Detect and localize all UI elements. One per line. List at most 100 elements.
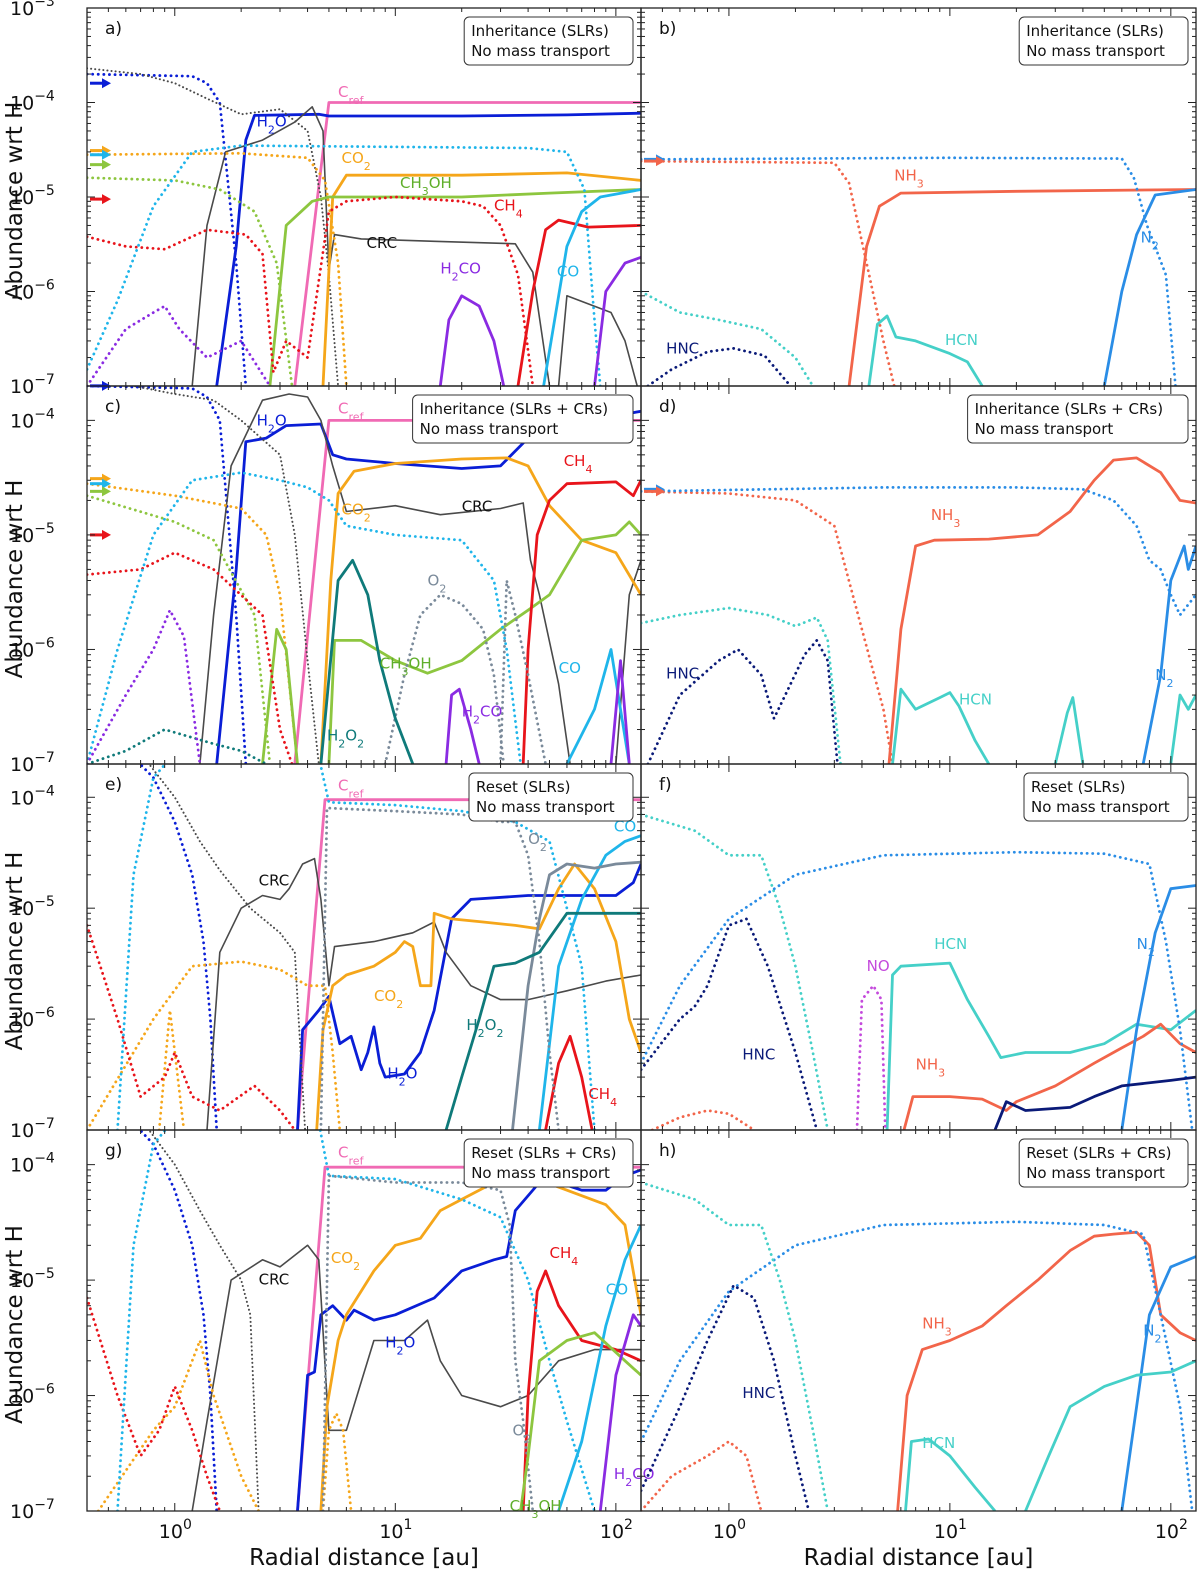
legend-text: No mass transport xyxy=(476,798,615,816)
series-h2o2-solid xyxy=(444,911,641,1130)
arrow-head xyxy=(102,149,111,160)
series-hnc-solid xyxy=(993,1075,1196,1130)
legend-text: Reset (SLRs) xyxy=(1031,778,1126,796)
y-tick-label: 10−7 xyxy=(10,372,55,398)
series-crc-solid xyxy=(206,857,641,1130)
species-label: H2O xyxy=(257,412,287,436)
series-hcn-solid xyxy=(867,314,984,386)
legend-frame xyxy=(967,394,1189,444)
y-tick-label: 10−5 xyxy=(10,1266,55,1292)
series-crc-solid xyxy=(199,393,641,764)
y-tick-label: 10−4 xyxy=(10,1151,55,1177)
y-tick-label: 10−7 xyxy=(10,1116,55,1142)
arrow-head xyxy=(102,529,111,540)
legend-frame xyxy=(412,394,634,444)
species-label: H2CO xyxy=(462,702,503,726)
legend-box: Inheritance (SLRs) No mass transport xyxy=(463,16,634,66)
legend-frame xyxy=(1023,772,1189,822)
series-n2-dotted xyxy=(641,850,1194,1130)
series-o2-dotted xyxy=(383,593,506,764)
series-hnc-dotted xyxy=(641,917,819,1130)
series-co2-dotted xyxy=(87,151,348,386)
series-hcn-solid xyxy=(891,687,991,764)
initial-abundance-arrow xyxy=(644,486,665,497)
series-ch3oh-solid xyxy=(519,1331,641,1511)
y-axis-label: Abundance wrt H xyxy=(2,480,28,679)
series-ch3oh-dotted xyxy=(87,176,294,386)
panel-label: b) xyxy=(659,19,676,39)
legend-frame xyxy=(463,1138,634,1188)
series-ch3oh-solid xyxy=(261,627,299,764)
legend-box: Inheritance (SLRs + CRs) No mass transpor… xyxy=(967,394,1189,444)
species-label: NH3 xyxy=(916,1056,946,1080)
y-tick-label: 10−4 xyxy=(10,406,55,432)
series-h2co-dotted xyxy=(87,608,202,764)
species-label: CO xyxy=(606,1281,628,1299)
species-label: Cref xyxy=(338,1144,365,1168)
y-axis-label: Abundance wrt H xyxy=(2,102,28,301)
panel-label: d) xyxy=(659,397,676,417)
panel-label: h) xyxy=(659,1141,676,1161)
arrow-head xyxy=(102,194,111,205)
series-co2-solid xyxy=(319,456,641,764)
series-crc-dotted xyxy=(147,1130,260,1511)
panel-c: Cref H2O CO2 CRC CH4 O2 CH3OH H2O2 H2CO CO 10−7 10−… xyxy=(2,380,642,776)
series-ch3oh-dotted xyxy=(87,494,272,764)
panel-d: NH3 HCN HNC N2 d) Inheritance (SLRs + CRs) No … xyxy=(640,385,1197,765)
y-tick-label: 10−5 xyxy=(10,183,55,209)
series-ch4-dotted xyxy=(87,924,297,1130)
series-n2-dotted xyxy=(641,156,1177,386)
species-label: NH3 xyxy=(922,1315,952,1339)
species-label: CH3OH xyxy=(380,655,432,679)
species-label: CO2 xyxy=(341,149,370,173)
species-label: CRC xyxy=(259,872,290,890)
series-ch4-solid xyxy=(516,218,641,386)
series-hcn-solid xyxy=(885,961,1196,1130)
series-h2o-dotted xyxy=(87,386,248,764)
species-label: N2 xyxy=(1137,935,1155,959)
panel-a: Cref H2O CO2 CH3OH CH4 CRC CO H2CO 10−7 10−6 10−5 1… xyxy=(2,0,642,398)
series-hcn-solid xyxy=(1169,693,1196,764)
species-label: CH4 xyxy=(588,1085,617,1109)
species-label: CH3OH xyxy=(400,174,452,198)
series-crc-dotted xyxy=(147,764,307,1130)
species-label: CH4 xyxy=(494,196,523,220)
series-hcn-dotted xyxy=(641,290,815,386)
x-tick-label: 100 xyxy=(713,1517,746,1543)
species-label: HCN xyxy=(945,331,978,349)
legend-text: Reset (SLRs + CRs) xyxy=(471,1144,616,1162)
series-co2-solid xyxy=(319,1174,641,1511)
legend-text: Inheritance (SLRs) xyxy=(471,22,609,40)
panel-label: c) xyxy=(105,397,121,417)
series-hnc-dotted xyxy=(646,346,792,386)
series-co-dotted xyxy=(87,471,522,764)
species-label: CRC xyxy=(462,498,493,516)
y-tick-label: 10−6 xyxy=(10,278,55,304)
series-nh3-solid xyxy=(847,188,1196,386)
species-label: CH4 xyxy=(564,452,593,476)
series-h2co-solid xyxy=(593,255,641,386)
series-h2o-solid xyxy=(215,111,641,386)
legend-frame xyxy=(468,772,634,822)
series-n2-solid xyxy=(1102,188,1196,386)
x-tick-label: 100 xyxy=(159,1517,192,1543)
species-label: N2 xyxy=(1141,229,1159,253)
species-label: HNC xyxy=(742,1384,775,1402)
plot-area xyxy=(87,1130,641,1511)
series-cref-solid xyxy=(296,798,641,1130)
series-nh3-dotted xyxy=(641,1440,763,1511)
y-tick-label: 10−5 xyxy=(10,521,55,547)
series-co2-dotted xyxy=(157,1008,186,1130)
x-tick-label: 102 xyxy=(1155,1517,1188,1543)
species-label: HNC xyxy=(666,340,699,358)
series-nh3-solid xyxy=(902,1022,1196,1130)
panel-h: NH3 HCN HNC N2 100 101 102 Radial distance [au]… xyxy=(640,1129,1197,1571)
y-tick-label: 10−6 xyxy=(10,1382,55,1408)
series-h2o-dotted xyxy=(138,1130,219,1511)
y-tick-label: 10−3 xyxy=(10,0,55,20)
species-label: H2O2 xyxy=(327,727,364,751)
legend-text: Reset (SLRs) xyxy=(476,778,571,796)
series-hnc-dotted xyxy=(641,1284,811,1511)
series-nh3-dotted xyxy=(641,159,896,386)
species-label: NH3 xyxy=(894,166,924,190)
